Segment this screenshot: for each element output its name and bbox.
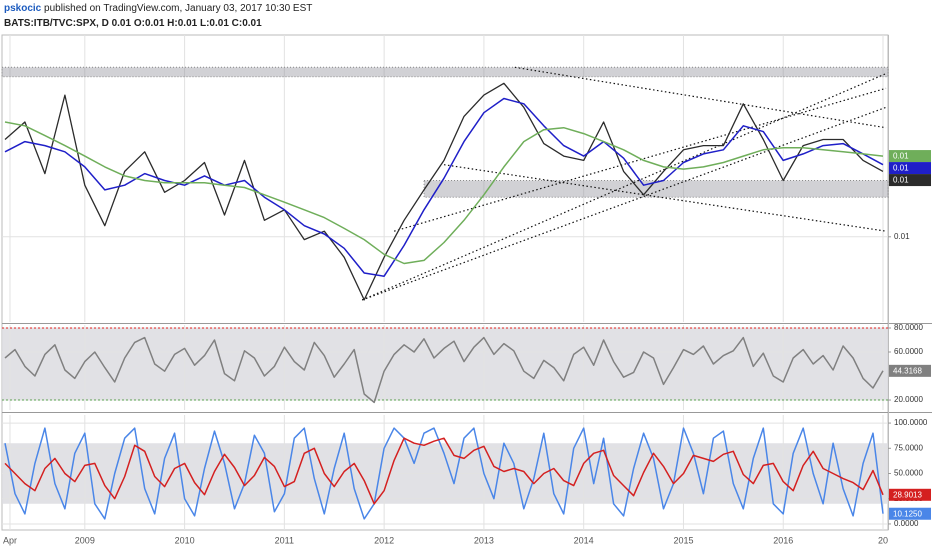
- trend-line: [443, 164, 887, 232]
- x-tick-label: 20: [878, 535, 888, 545]
- series-line: [4, 336, 884, 404]
- last-value-tag: 10.1250: [889, 507, 931, 520]
- last-value-box: [889, 174, 931, 187]
- y-tick-label: 0.01: [894, 232, 910, 241]
- x-tick-label: Apr: [3, 535, 17, 545]
- last-value-tag: 28.9013: [889, 488, 931, 501]
- last-value-label: 28.9013: [893, 490, 922, 499]
- x-tick-label: 2010: [175, 535, 195, 545]
- x-tick-label: 2011: [275, 535, 294, 545]
- y-tick-label: 75.0000: [894, 443, 923, 452]
- series-line: [4, 121, 884, 265]
- last-value-tag: 0.01: [889, 174, 931, 187]
- band: [2, 328, 888, 401]
- last-value-tag: 0.01: [889, 150, 931, 163]
- last-value-label: 44.3168: [893, 366, 922, 375]
- last-value-label: 0.01: [893, 176, 909, 185]
- y-tick-label: 80.0000: [894, 323, 923, 332]
- zone: [1, 66, 889, 78]
- last-value-label: 0.01: [893, 152, 909, 161]
- series-line: [4, 437, 884, 505]
- last-value-tag: 44.3168: [889, 364, 931, 377]
- y-tick-label: 100.0000: [894, 418, 928, 427]
- y-tick-label: 0.0000: [894, 519, 919, 528]
- series-line: [4, 427, 884, 520]
- last-value-box: [889, 507, 931, 520]
- trend-line: [514, 66, 887, 129]
- last-value-box: [889, 364, 931, 377]
- trend-line: [361, 106, 887, 301]
- x-tick-label: 2012: [374, 535, 394, 545]
- last-value-tag: 0.01: [889, 162, 931, 175]
- y-tick-label: 50.0000: [894, 469, 923, 478]
- last-value-label: 10.1250: [893, 509, 922, 518]
- symbol-line: BATS:ITB/TVC:SPX, D 0.01 O:0.01 H:0.01 L…: [4, 18, 262, 29]
- y-tick-label: 60.0000: [894, 347, 923, 356]
- x-tick-label: 2009: [75, 535, 95, 545]
- author[interactable]: pskocic: [4, 3, 42, 14]
- last-value-label: 0.01: [893, 164, 909, 173]
- last-value-box: [889, 162, 931, 175]
- x-tick-label: 2013: [474, 535, 494, 545]
- trend-line: [361, 73, 887, 301]
- last-value-box: [889, 150, 931, 163]
- x-tick-label: 2015: [673, 535, 693, 545]
- trend-line: [393, 87, 887, 232]
- published: published on TradingView.com, January 03…: [44, 3, 313, 14]
- x-tick-label: 2014: [574, 535, 594, 545]
- series-line: [4, 82, 884, 301]
- last-value-box: [889, 488, 931, 501]
- x-tick-label: 2016: [773, 535, 793, 545]
- y-tick-label: 20.0000: [894, 395, 923, 404]
- series-line: [4, 97, 884, 277]
- header-line: pskocic published on TradingView.com, Ja…: [4, 3, 312, 14]
